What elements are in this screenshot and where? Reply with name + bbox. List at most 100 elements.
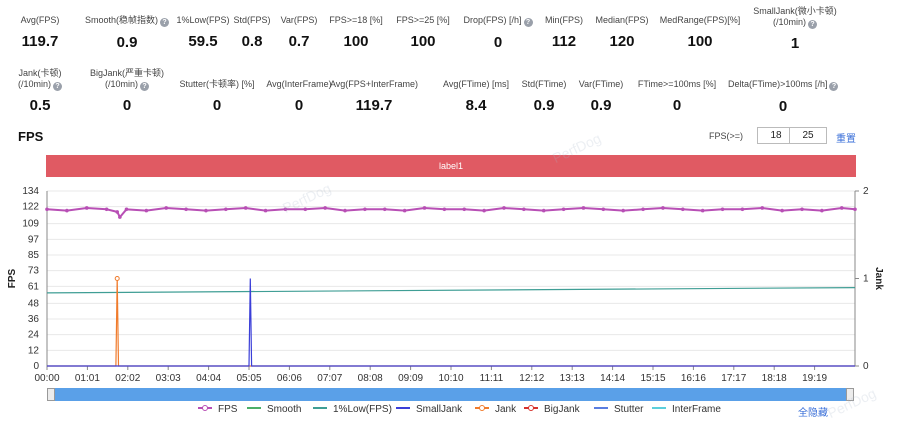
- metric-label: Avg(InterFrame): [266, 79, 332, 89]
- x-tick-label: 16:16: [681, 373, 706, 384]
- fps-point: [45, 207, 49, 212]
- fps-point: [144, 208, 149, 213]
- fps-point: [124, 207, 129, 212]
- metric-value: 100: [343, 33, 369, 50]
- metric-value: 0: [294, 97, 304, 114]
- metric-label: Stutter(卡顿率) [%]: [179, 79, 255, 89]
- fps-point: [263, 208, 268, 213]
- legend-label: SmallJank: [416, 404, 463, 415]
- y-tick-label: 73: [28, 266, 40, 277]
- metrics-panel: Avg(FPS) 119.7 Smooth(稳帧指数)? 0.9 1%Low(FPS) 5…: [0, 0, 900, 118]
- legend-item-smalljank[interactable]: SmallJank: [396, 404, 462, 415]
- metric-label: Var(FTime): [578, 79, 624, 89]
- metric-1: Smooth(稳帧指数)? 0.9: [72, 15, 182, 51]
- metric-10: MedRange(FPS)[%] 100: [645, 15, 755, 50]
- metric-label: Delta(FTime)>100ms [/h]?: [728, 79, 839, 91]
- legend-item-interframe[interactable]: InterFrame: [652, 404, 721, 415]
- legend-item-stutter[interactable]: Stutter: [594, 404, 643, 415]
- metric-value: 8.4: [465, 97, 487, 114]
- fps-point: [204, 208, 208, 213]
- metric-14: Stutter(卡顿率) [%] 0: [162, 79, 272, 114]
- metric-value: 0.5: [29, 97, 51, 114]
- x-tick-label: 14:14: [600, 373, 625, 384]
- legend-item-bigjank[interactable]: BigJank: [524, 404, 580, 415]
- reset-button[interactable]: 重置: [836, 134, 856, 145]
- metric-7: Drop(FPS) [/h]? 0: [443, 15, 553, 51]
- x-tick-label: 03:03: [156, 373, 181, 384]
- metric-value: 0: [212, 97, 222, 114]
- metric-label: SmallJank(微小卡顿) (/10min)?: [753, 6, 837, 29]
- metric-4: Var(FPS) 0.7: [244, 15, 354, 50]
- x-tick-label: 17:17: [721, 373, 746, 384]
- metric-label: 1%Low(FPS): [176, 15, 230, 25]
- metric-label: Min(FPS): [545, 15, 583, 25]
- legend-label: InterFrame: [672, 404, 721, 415]
- fps-point: [84, 206, 89, 210]
- fps-threshold-input-2[interactable]: 25: [789, 127, 827, 144]
- legend-label: 1%Low(FPS): [333, 404, 392, 415]
- metric-6: FPS>=25 [%] 100: [368, 15, 478, 50]
- metric-8: Min(FPS) 112: [509, 15, 619, 50]
- x-tick-label: 04:04: [196, 373, 221, 384]
- y-tick-label: 85: [28, 250, 40, 261]
- help-icon[interactable]: ?: [523, 18, 533, 27]
- legend-swatch: [475, 405, 489, 411]
- legend-item-1-low-fps-[interactable]: 1%Low(FPS): [313, 404, 392, 415]
- metric-value: 0.7: [288, 33, 310, 50]
- metric-value: 0.8: [241, 33, 263, 50]
- fps-point: [601, 207, 606, 212]
- series-line-1-low-fps-: [46, 287, 856, 294]
- slider-selected-range: [47, 388, 854, 401]
- y-axis-title: FPS: [7, 268, 18, 288]
- metric-label: MedRange(FPS)[%]: [659, 15, 741, 25]
- fps-point: [839, 206, 844, 210]
- metric-value: 119.7: [21, 33, 59, 50]
- metric-9: Median(FPS) 120: [567, 15, 677, 50]
- help-icon[interactable]: ?: [829, 82, 839, 91]
- time-range-slider[interactable]: [47, 388, 854, 401]
- y2-tick-label: 1: [863, 274, 869, 285]
- hide-all-button[interactable]: 全隐藏: [798, 408, 828, 419]
- metric-label: FTime>=100ms [%]: [637, 79, 717, 89]
- help-icon[interactable]: ?: [53, 82, 62, 91]
- legend-label: Stutter: [614, 404, 644, 415]
- fps-point: [283, 207, 288, 212]
- help-icon[interactable]: ?: [140, 82, 149, 91]
- y-tick-label: 134: [22, 186, 39, 197]
- y-tick-label: 36: [28, 314, 40, 325]
- fps-point: [462, 207, 467, 212]
- fps-point: [853, 207, 857, 212]
- legend-item-fps[interactable]: FPS: [198, 404, 237, 415]
- metric-value: 120: [609, 33, 635, 50]
- metric-11: SmallJank(微小卡顿) (/10min)? 1: [740, 6, 850, 52]
- metric-0: Avg(FPS) 119.7: [0, 15, 95, 50]
- x-tick-label: 13:13: [560, 373, 585, 384]
- metric-value: 0.9: [533, 97, 555, 114]
- metric-label: Std(FTime): [521, 79, 567, 89]
- fps-point: [115, 210, 120, 214]
- fps-point: [323, 206, 327, 210]
- y2-axis-title: Jank: [873, 267, 884, 290]
- metric-12: Jank(卡顿) (/10min)? 0.5: [0, 68, 95, 114]
- x-tick-label: 11:11: [480, 373, 504, 384]
- metric-label: Jank(卡顿) (/10min)?: [17, 68, 62, 91]
- metric-value: 0: [778, 98, 788, 115]
- help-icon[interactable]: ?: [160, 18, 169, 27]
- fps-point: [700, 208, 705, 213]
- y-tick-label: 122: [22, 202, 39, 213]
- x-tick-label: 00:00: [34, 373, 59, 384]
- slider-left-handle[interactable]: [47, 388, 55, 401]
- legend-swatch: [313, 407, 327, 409]
- fps-point: [422, 206, 427, 210]
- help-icon[interactable]: ?: [808, 20, 817, 29]
- legend-item-jank[interactable]: Jank: [475, 404, 516, 415]
- x-tick-label: 07:07: [317, 373, 342, 384]
- fps-point: [164, 206, 169, 210]
- label-bar[interactable]: label1: [46, 155, 856, 177]
- y-tick-label: 24: [28, 330, 40, 341]
- y2-tick-label: 0: [863, 361, 869, 372]
- legend-item-smooth[interactable]: Smooth: [247, 404, 301, 415]
- slider-right-handle[interactable]: [846, 388, 854, 401]
- fps-threshold-input-1[interactable]: 18: [757, 127, 795, 144]
